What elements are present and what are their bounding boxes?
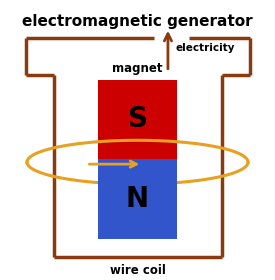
Bar bbox=[98, 159, 177, 239]
Text: N: N bbox=[126, 185, 149, 213]
Text: electromagnetic generator: electromagnetic generator bbox=[22, 14, 253, 29]
Text: electricity: electricity bbox=[175, 43, 235, 53]
Text: S: S bbox=[128, 105, 147, 133]
Text: wire coil: wire coil bbox=[109, 264, 166, 277]
Bar bbox=[98, 80, 177, 159]
Text: magnet: magnet bbox=[112, 62, 163, 74]
